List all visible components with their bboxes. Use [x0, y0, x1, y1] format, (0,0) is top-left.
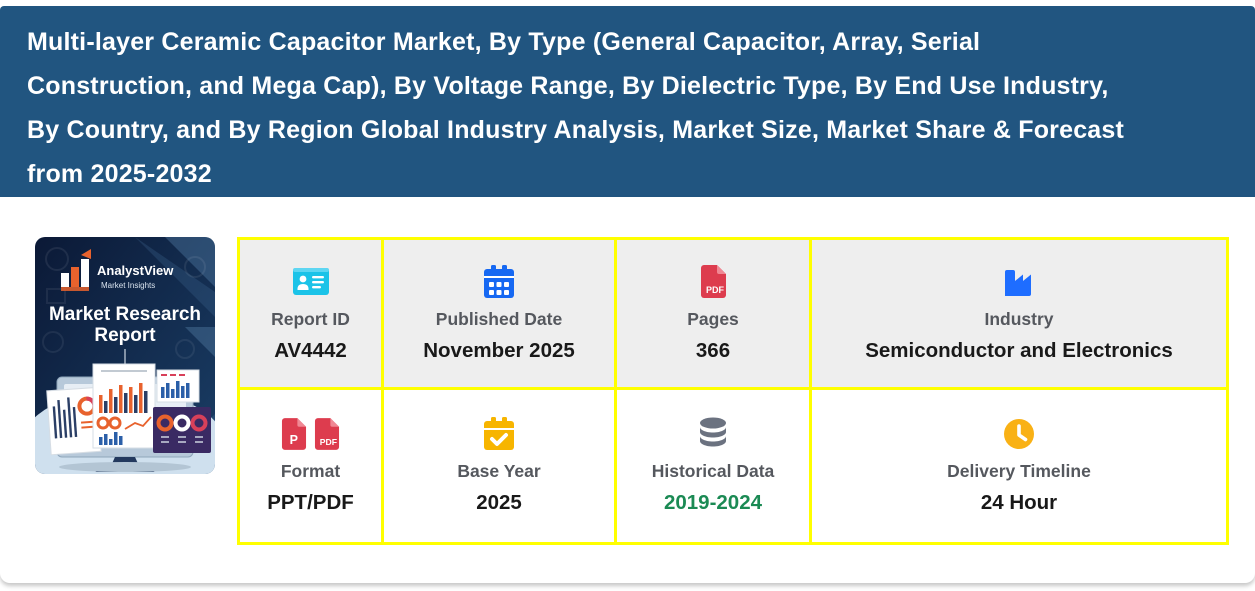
card-value: Semiconductor and Electronics: [865, 338, 1173, 362]
card-format: P PDF Format PPT/PDF: [240, 390, 381, 542]
thumb-title-line1: Market Research: [49, 304, 201, 325]
page-title-line: from 2025-2032: [27, 160, 212, 188]
card-value: 2019-2024: [663, 491, 763, 514]
database-icon: [698, 417, 728, 451]
thumb-brand-subtitle: Market Insights: [101, 281, 155, 290]
svg-text:P: P: [290, 433, 298, 447]
card-value: 2025: [476, 491, 522, 514]
card-label: Base Year: [457, 461, 541, 481]
report-summary-panel: AnalystView Market Insights Market Resea…: [0, 197, 1255, 583]
card-published-date: Published Date November 2025: [384, 240, 614, 387]
card-value: 24 Hour: [980, 491, 1058, 514]
pdf-file-icon: PDF: [700, 264, 727, 299]
analystview-logo-icon: [61, 249, 91, 291]
card-delivery-timeline: Delivery Timeline 24 Hour: [812, 390, 1226, 542]
report-meta-grid: Report ID AV4442: [237, 237, 1229, 545]
report-cover-art: AnalystView Market Insights Market Resea…: [35, 237, 215, 474]
card-report-id: Report ID AV4442: [240, 240, 381, 387]
card-value: November 2025: [423, 338, 575, 362]
chart-card-center: [92, 363, 156, 449]
svg-text:PDF: PDF: [706, 285, 725, 295]
card-label: Format: [280, 461, 341, 481]
id-card-icon: [292, 265, 330, 299]
card-value: 366: [695, 338, 731, 362]
chart-card-right: [156, 369, 200, 403]
card-value: AV4442: [274, 338, 347, 362]
card-label: Industry: [984, 308, 1054, 329]
thumb-title-line2: Report: [94, 325, 156, 346]
card-label: Pages: [687, 308, 739, 329]
ppt-pdf-file-icons: P PDF: [281, 417, 340, 451]
pdf-file-icon: PDF: [314, 417, 340, 450]
page-title-line: By Country, and By Region Global Industr…: [27, 116, 1125, 144]
card-label: Delivery Timeline: [947, 461, 1091, 481]
card-label: Report ID: [271, 308, 350, 329]
card-pages: PDF Pages 366: [617, 240, 809, 387]
card-label: Published Date: [435, 308, 563, 329]
chart-card-purple: [153, 407, 211, 453]
page-title-line: Multi-layer Ceramic Capacitor Market, By…: [27, 28, 981, 56]
report-title-banner: Multi-layer Ceramic Capacitor Market, By…: [0, 6, 1255, 197]
svg-text:PDF: PDF: [320, 437, 337, 447]
report-cover-thumbnail: AnalystView Market Insights Market Resea…: [35, 237, 215, 474]
page-title-line: Construction, and Mega Cap), By Voltage …: [27, 72, 1109, 100]
card-base-year: Base Year 2025: [384, 390, 614, 542]
card-label: Historical Data: [651, 461, 775, 481]
card-historical-data: Historical Data 2019-2024: [617, 390, 809, 542]
report-page: Multi-layer Ceramic Capacitor Market, By…: [0, 6, 1255, 591]
thumb-brand-text: AnalystView: [97, 263, 174, 278]
factory-icon: [1003, 265, 1035, 299]
calendar-icon: [483, 264, 515, 299]
clock-icon: [1003, 417, 1035, 451]
calendar-check-icon: [483, 417, 515, 451]
page-title: Multi-layer Ceramic Capacitor Market, By…: [27, 20, 1235, 196]
ppt-file-icon: P: [281, 417, 307, 450]
card-value: PPT/PDF: [267, 491, 354, 514]
card-industry: Industry Semiconductor and Electronics: [812, 240, 1226, 387]
